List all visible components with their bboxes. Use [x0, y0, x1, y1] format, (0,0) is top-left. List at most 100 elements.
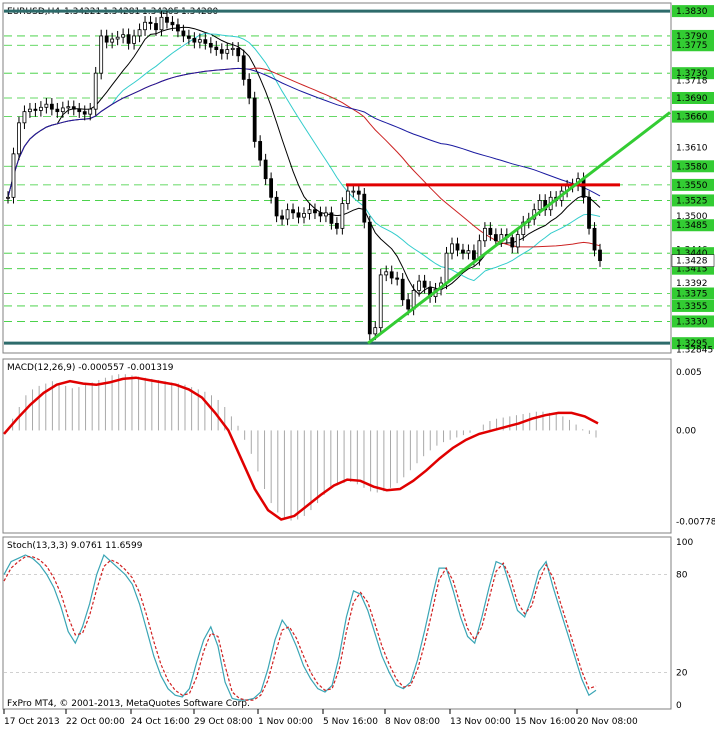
- price-candle-body: [334, 222, 339, 229]
- price-candle-body: [77, 108, 82, 113]
- price-level-tag: [672, 219, 714, 232]
- price-tick-label: 1.3610: [676, 144, 708, 154]
- x-tick-label: 20 Nov 08:00: [577, 717, 638, 727]
- price-tick-label: 1.3830: [676, 7, 708, 17]
- price-level-tag: [672, 160, 714, 173]
- price-candle-body: [197, 39, 202, 43]
- price-candle-body: [400, 278, 405, 301]
- price-candle-body: [263, 159, 268, 180]
- price-candle-body: [345, 190, 350, 204]
- price-candle-body: [444, 252, 449, 284]
- x-tick-label: 17 Oct 2013: [4, 717, 60, 727]
- x-tick-label: 15 Nov 16:00: [515, 717, 576, 727]
- price-candle-body: [176, 24, 180, 32]
- price-tick-label: 1.3375: [676, 290, 708, 300]
- price-candle-body: [192, 38, 197, 43]
- price-tick-label: 1.3660: [676, 113, 708, 123]
- price-candle-body: [302, 213, 306, 218]
- price-candle-body: [132, 35, 136, 44]
- price-candle-body: [11, 153, 16, 198]
- price-tick-label: 1.3500: [676, 212, 708, 222]
- price-candle-body: [99, 35, 104, 74]
- price-candle-body: [274, 196, 279, 217]
- stoch-tick-label: 80: [676, 571, 688, 581]
- price-level-tag: [672, 299, 714, 312]
- moving-average-line: [7, 67, 601, 198]
- price-candle-body: [329, 212, 334, 224]
- price-candle-body: [455, 243, 460, 251]
- price-candle-body: [258, 141, 263, 161]
- price-tick-label: 1.3730: [676, 69, 708, 79]
- price-level-tag: [672, 92, 714, 104]
- price-tick-label: 1.3580: [676, 162, 708, 172]
- price-candle-body: [351, 190, 356, 193]
- price-candle-body: [143, 21, 147, 31]
- price-candle-body: [154, 23, 158, 31]
- price-tick-label: 1.3690: [676, 94, 708, 104]
- price-candle-body: [38, 106, 43, 111]
- price-candle-body: [581, 178, 586, 198]
- price-panel[interactable]: [2, 2, 672, 354]
- price-candle-body: [219, 49, 224, 54]
- price-candle-body: [362, 193, 367, 223]
- price-candle-body: [230, 47, 235, 50]
- macd-panel[interactable]: [2, 358, 672, 534]
- price-candle-body: [389, 271, 394, 279]
- price-candle-body: [378, 274, 383, 329]
- price-tick-label: 1.3790: [676, 32, 708, 42]
- price-candle-body: [318, 212, 323, 217]
- stoch-signal-line: [3, 556, 597, 701]
- trend-line[interactable]: [367, 111, 671, 345]
- price-candle-body: [214, 46, 219, 50]
- price-level-tag: [672, 194, 714, 207]
- price-candle-body: [247, 78, 252, 99]
- price-candle-body: [203, 39, 208, 44]
- price-candle-body: [137, 29, 142, 37]
- price-candle-body: [285, 209, 290, 220]
- price-candle-body: [493, 234, 498, 242]
- price-candle-body: [537, 200, 542, 211]
- current-price-tag: [671, 254, 715, 267]
- price-level-tag: [672, 287, 714, 300]
- price-candle-body: [82, 111, 87, 115]
- price-candle-body: [356, 190, 361, 195]
- price-candle-body: [148, 21, 153, 24]
- moving-average-line: [7, 26, 601, 296]
- price-candle-body: [88, 108, 93, 115]
- price-candle-body: [461, 249, 465, 254]
- x-tick-label: 1 Nov 00:00: [258, 717, 313, 727]
- price-candle-body: [55, 108, 60, 113]
- price-candle-body: [252, 97, 257, 142]
- price-candle-body: [324, 212, 328, 217]
- price-candle-body: [296, 212, 301, 218]
- price-candle-body: [367, 221, 372, 335]
- price-candle-body: [60, 107, 65, 113]
- price-tick-label: 1.3295: [676, 339, 708, 349]
- macd-tick-label: 0.00: [676, 426, 696, 436]
- price-candle-body: [488, 227, 493, 235]
- price-candle-body: [121, 34, 126, 38]
- price-candle-body: [417, 280, 422, 291]
- current-price-label: 1.3428: [676, 257, 708, 267]
- price-candle-body: [186, 35, 191, 39]
- price-tick-label: 1.3355: [676, 302, 708, 312]
- price-tick-label: 1.3440: [676, 249, 708, 259]
- price-candle-body: [587, 196, 591, 229]
- price-tick-label: 1.3485: [676, 221, 708, 231]
- stoch-panel[interactable]: [2, 536, 672, 710]
- stoch-main-line: [3, 553, 597, 701]
- price-candle-body: [280, 215, 284, 220]
- price-candle-body: [291, 209, 295, 214]
- price-candle-body: [22, 111, 27, 124]
- price-candle-body: [49, 103, 54, 110]
- price-candle-body: [340, 203, 345, 229]
- x-tick-label: 29 Oct 08:00: [194, 717, 253, 727]
- price-candle-body: [510, 237, 515, 248]
- x-tick-label: 22 Oct 00:00: [66, 717, 125, 727]
- price-level-tag: [672, 67, 714, 80]
- price-candle-body: [110, 38, 115, 43]
- x-tick-label: 24 Oct 16:00: [131, 717, 190, 727]
- price-candle-body: [592, 227, 597, 251]
